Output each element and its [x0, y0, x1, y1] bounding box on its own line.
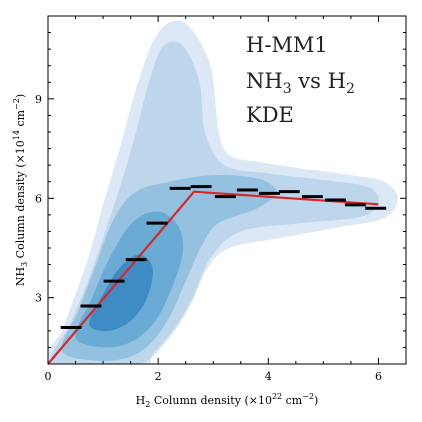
x-axis-label-c: cm [282, 394, 303, 407]
y-axis-label-b: Column density (×10 [14, 140, 27, 262]
annotation-species-a-sub: 3 [283, 81, 292, 97]
x-tick-label: 6 [375, 370, 382, 383]
annotation-species: NH3 vs H2 [246, 69, 355, 97]
y-axis-label-b-sup: 14 [12, 130, 21, 140]
y-axis-label-c: cm [14, 109, 27, 130]
annotation-field-name: H-MM1 [246, 33, 328, 57]
y-axis-label: NH3 Column density (×1014 cm−2) [12, 94, 29, 286]
kde-contours [48, 20, 398, 364]
x-axis-label-b-sup: 22 [272, 392, 282, 401]
annotation-species-a: NH [246, 69, 283, 93]
x-axis-label-d: ) [314, 394, 318, 407]
x-axis-label-c-sup: −2 [302, 392, 314, 401]
x-tick-label: 0 [45, 370, 52, 383]
kde-contour-level-5 [89, 254, 153, 332]
plot-frame [47, 15, 407, 365]
x-tick-label: 2 [155, 370, 162, 383]
x-axis-label-b: Column density (×10 [150, 394, 272, 407]
annotation-species-b: vs H [292, 69, 346, 93]
y-axis-label-d: ) [14, 94, 27, 98]
annotation-species-b-sub: 2 [346, 81, 355, 97]
annotation-method: KDE [246, 103, 294, 127]
y-axis-label-a: NH [14, 267, 27, 286]
y-axis-label-c-sup: −2 [12, 98, 21, 110]
y-axis-label-a-sub: 3 [20, 262, 29, 267]
axis-ticks: 0 2 4 6 3 6 9 [35, 15, 407, 383]
x-axis-label-a-sub: 2 [145, 400, 150, 409]
x-axis-label-a: H [136, 394, 146, 407]
y-tick-label: 6 [35, 192, 42, 205]
binned-medians-group [60, 185, 387, 330]
x-tick-label: 4 [265, 370, 272, 383]
y-tick-label: 9 [35, 93, 42, 106]
y-tick-label: 3 [35, 292, 42, 305]
x-axis-label: H2 Column density (×1022 cm−2) [136, 392, 319, 409]
